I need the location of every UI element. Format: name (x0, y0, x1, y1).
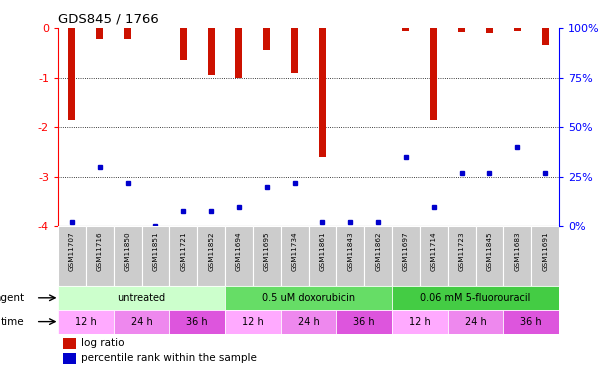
Text: GSM11683: GSM11683 (514, 231, 521, 271)
Bar (68, 28, 75, 120)
Bar (448, 310, 503, 333)
Bar (169, 226, 197, 286)
Bar (58, 310, 114, 333)
Text: GSM11707: GSM11707 (69, 231, 75, 271)
Bar (235, 28, 243, 78)
Text: time: time (1, 316, 24, 327)
Bar (142, 226, 169, 286)
Bar (475, 226, 503, 286)
Text: 12 h: 12 h (409, 316, 431, 327)
Bar (392, 310, 448, 333)
Bar (97, 28, 103, 39)
Text: agent: agent (0, 293, 24, 303)
Bar (503, 310, 559, 333)
Text: GSM11850: GSM11850 (125, 231, 131, 271)
Bar (263, 28, 270, 50)
Bar (448, 226, 475, 286)
Bar (503, 226, 531, 286)
Bar (309, 226, 337, 286)
Text: GSM11695: GSM11695 (264, 231, 270, 271)
Text: GSM11845: GSM11845 (486, 231, 492, 271)
Bar (114, 310, 169, 333)
Bar (86, 226, 114, 286)
Bar (180, 28, 187, 60)
Bar (319, 28, 326, 157)
Text: GSM11862: GSM11862 (375, 231, 381, 271)
Text: 24 h: 24 h (131, 316, 152, 327)
Text: GSM11861: GSM11861 (320, 231, 326, 271)
Bar (403, 28, 409, 31)
Text: 0.5 uM doxorubicin: 0.5 uM doxorubicin (262, 293, 355, 303)
Text: GSM11691: GSM11691 (542, 231, 548, 271)
Bar (225, 286, 392, 310)
Bar (63, 338, 76, 349)
Text: GSM11721: GSM11721 (180, 231, 186, 271)
Text: GSM11734: GSM11734 (291, 231, 298, 271)
Text: 0.06 mM 5-fluorouracil: 0.06 mM 5-fluorouracil (420, 293, 531, 303)
Bar (337, 310, 392, 333)
Bar (430, 28, 437, 120)
Bar (486, 28, 493, 33)
Text: 36 h: 36 h (186, 316, 208, 327)
Bar (280, 226, 309, 286)
Bar (280, 310, 337, 333)
Bar (208, 28, 214, 75)
Text: untreated: untreated (117, 293, 166, 303)
Text: GSM11843: GSM11843 (347, 231, 353, 271)
Bar (114, 226, 142, 286)
Text: GSM11851: GSM11851 (153, 231, 158, 271)
Text: 12 h: 12 h (75, 316, 97, 327)
Bar (124, 28, 131, 39)
Bar (58, 226, 86, 286)
Bar (420, 226, 448, 286)
Bar (225, 226, 253, 286)
Text: GSM11852: GSM11852 (208, 231, 214, 271)
Text: GSM11714: GSM11714 (431, 231, 437, 271)
Text: 36 h: 36 h (521, 316, 542, 327)
Bar (225, 310, 280, 333)
Bar (531, 226, 559, 286)
Text: GDS845 / 1766: GDS845 / 1766 (58, 13, 159, 26)
Bar (392, 286, 559, 310)
Text: log ratio: log ratio (81, 338, 124, 348)
Text: GSM11697: GSM11697 (403, 231, 409, 271)
Bar (514, 28, 521, 31)
Text: GSM11716: GSM11716 (97, 231, 103, 271)
Text: 36 h: 36 h (353, 316, 375, 327)
Bar (63, 353, 76, 364)
Bar (253, 226, 280, 286)
Text: 24 h: 24 h (298, 316, 320, 327)
Bar (458, 28, 465, 32)
Text: percentile rank within the sample: percentile rank within the sample (81, 353, 257, 363)
Bar (58, 286, 225, 310)
Text: GSM11723: GSM11723 (459, 231, 464, 271)
Bar (337, 226, 364, 286)
Text: 24 h: 24 h (465, 316, 486, 327)
Text: GSM11694: GSM11694 (236, 231, 242, 271)
Bar (392, 226, 420, 286)
Bar (197, 226, 225, 286)
Bar (364, 226, 392, 286)
Bar (291, 28, 298, 73)
Bar (169, 310, 225, 333)
Bar (542, 28, 549, 45)
Text: 12 h: 12 h (242, 316, 264, 327)
